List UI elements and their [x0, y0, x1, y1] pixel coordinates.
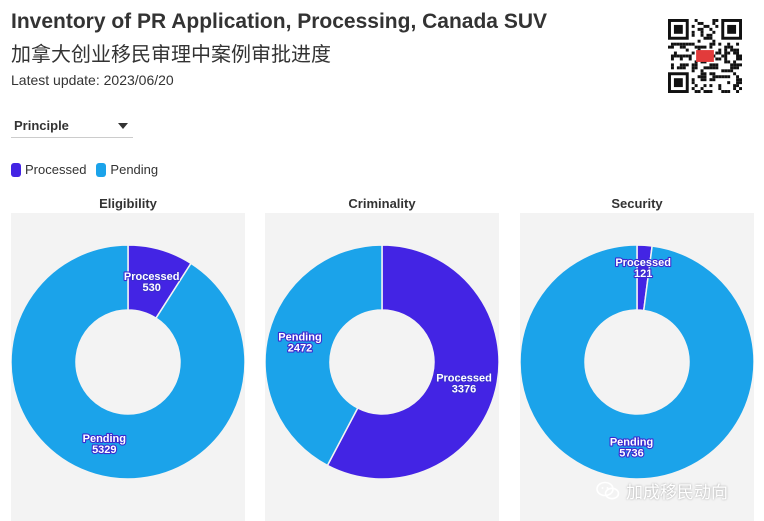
donut-slice-pending[interactable]: [265, 244, 383, 467]
slice-value-pending: 5329: [92, 444, 116, 456]
slice-value-pending: 5736: [619, 447, 643, 459]
slice-label-pending: Pending: [610, 436, 653, 448]
page-subtitle: 加拿大创业移民审理中案例审批进度: [11, 42, 331, 66]
chart-panel-eligibility: Processed 530 Pending 5329: [11, 213, 245, 521]
legend-item-processed[interactable]: Processed: [11, 162, 86, 177]
legend-label-processed: Processed: [25, 162, 87, 177]
donut-slice-pending[interactable]: [11, 244, 245, 480]
chart-title-criminality: Criminality: [348, 196, 416, 211]
slice-value-processed: 121: [634, 268, 652, 280]
watermark-text: 加成移民动向: [626, 483, 728, 503]
chart-title-eligibility: Eligibility: [99, 196, 157, 211]
slice-label-pending: Pending: [83, 433, 126, 445]
slice-value-processed: 530: [143, 282, 161, 294]
slice-label-processed: Processed: [615, 257, 671, 269]
wechat-icon: [596, 481, 620, 499]
slice-label-processed: Processed: [124, 271, 180, 283]
filter-dropdown[interactable]: Principle: [11, 114, 133, 138]
legend-swatch-pending: [96, 162, 107, 177]
chart-panel-criminality: Processed 3376 Pending 2472: [265, 213, 499, 521]
qr-code-icon: [668, 19, 742, 93]
legend-item-pending[interactable]: Pending: [96, 162, 158, 177]
chart-panel-security: Processed 121 Pending 5736: [520, 213, 754, 521]
slice-value-pending: 2472: [288, 343, 312, 355]
slice-label-pending: Pending: [278, 332, 321, 344]
chart-title-security: Security: [611, 196, 663, 211]
filter-selected: Principle: [14, 118, 69, 133]
watermark: 加成移民动向: [596, 478, 728, 503]
page-title: Inventory of PR Application, Processing,…: [11, 10, 547, 33]
update-date: Latest update: 2023/06/20: [11, 72, 174, 88]
slice-value-processed: 3376: [452, 383, 476, 395]
donut-slice-processed[interactable]: [326, 244, 499, 480]
chevron-down-icon: [118, 122, 128, 129]
legend: Processed Pending: [11, 162, 158, 177]
donut-slice-pending[interactable]: [520, 244, 754, 480]
legend-label-pending: Pending: [110, 162, 159, 177]
legend-swatch-processed: [11, 162, 21, 177]
slice-label-processed: Processed: [436, 372, 492, 384]
